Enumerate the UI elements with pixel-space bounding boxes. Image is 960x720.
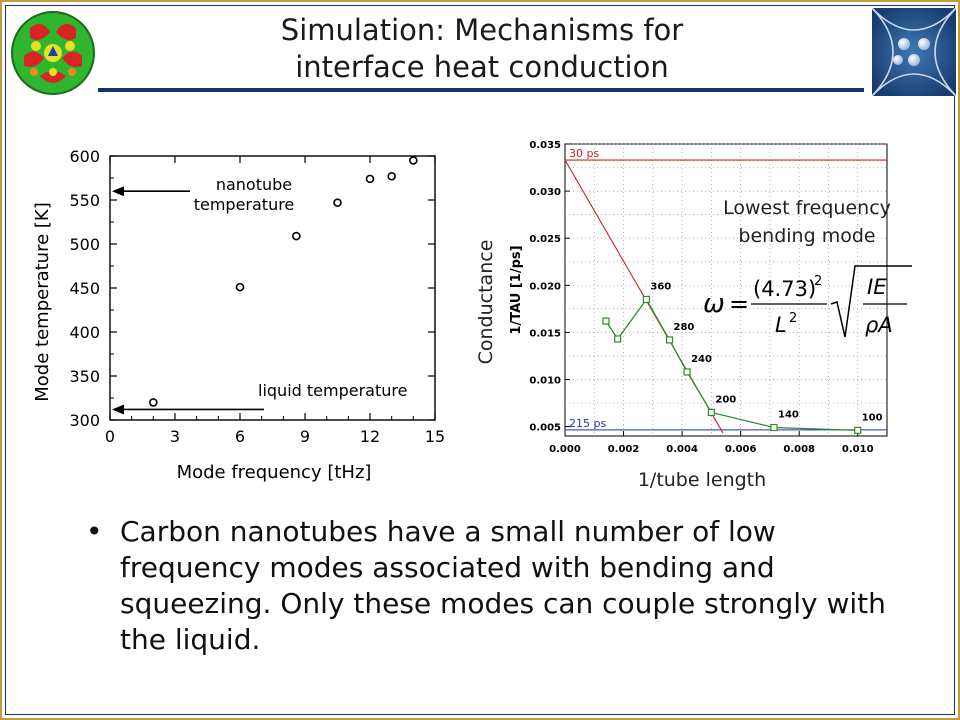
x-tick-label: 6 bbox=[235, 427, 245, 446]
annotation-nanotube: nanotube bbox=[216, 175, 292, 194]
data-label: 200 bbox=[715, 394, 736, 405]
data-point bbox=[683, 368, 691, 376]
x-axis-label: 1/tube length bbox=[638, 469, 766, 491]
svg-text:=: = bbox=[729, 290, 749, 318]
y-tick-label: 0.025 bbox=[529, 234, 561, 245]
svg-text:2: 2 bbox=[814, 274, 822, 289]
data-label: 280 bbox=[674, 322, 695, 333]
data-point bbox=[292, 231, 301, 241]
y-tick-label: 0.005 bbox=[529, 423, 561, 434]
data-point bbox=[387, 171, 396, 181]
y-tick-label: 500 bbox=[69, 235, 100, 254]
data-point bbox=[149, 398, 158, 407]
y-tick-label: 0.020 bbox=[529, 281, 561, 292]
slide-frame bbox=[5, 5, 955, 715]
data-point bbox=[235, 282, 245, 292]
data-points bbox=[149, 156, 418, 407]
bullet-text: Carbon nanotubes have a small number of … bbox=[120, 515, 886, 656]
data-point bbox=[642, 295, 650, 304]
page-title: Simulation: Mechanisms for interface hea… bbox=[152, 12, 812, 86]
outer-y-axis-label: Conductance bbox=[475, 240, 497, 365]
svg-text:IE: IE bbox=[867, 275, 887, 299]
svg-text:(4.73): (4.73) bbox=[753, 277, 816, 301]
bullet-marker: • bbox=[86, 515, 103, 548]
mode-temperature-chart: 0 3 6 9 12 15 300 350 400 450 500 550 600 Mode frequ… bbox=[32, 147, 445, 483]
data-point bbox=[707, 408, 715, 417]
data-point bbox=[614, 335, 622, 343]
title-line-2: interface heat conduction bbox=[295, 50, 669, 84]
data-label: 360 bbox=[650, 281, 671, 292]
conductance-chart: 0.000 0.002 0.004 0.006 0.008 0.010 0.005 0.010… bbox=[475, 140, 912, 491]
title-line-1: Simulation: Mechanisms for bbox=[280, 13, 684, 47]
data-label: 100 bbox=[862, 412, 883, 423]
grid-lines bbox=[565, 143, 887, 436]
y-tick-label: 400 bbox=[69, 323, 100, 342]
annotation-lowest-frequency: Lowest frequency bbox=[723, 197, 891, 219]
data-point bbox=[409, 156, 418, 165]
reference-line-label: 215 ps bbox=[569, 417, 606, 430]
y-tick-label: 0.035 bbox=[529, 140, 561, 151]
data-points: 360 280 240 200 140 100 bbox=[602, 281, 883, 434]
data-point bbox=[770, 423, 778, 432]
data-label: 140 bbox=[778, 410, 799, 421]
x-tick-label: 0.008 bbox=[783, 444, 815, 455]
bullet-item: • Carbon nanotubes have a small number o… bbox=[84, 514, 904, 658]
data-point bbox=[365, 174, 375, 184]
x-tick-label: 9 bbox=[300, 427, 310, 446]
annotation-temperature: temperature bbox=[194, 195, 295, 214]
annotation-bending-mode: bending mode bbox=[738, 225, 875, 247]
x-tick-label: 3 bbox=[170, 427, 180, 446]
y-tick-label: 350 bbox=[69, 367, 100, 386]
y-axis-label: Mode temperature [K] bbox=[32, 202, 53, 401]
x-tick-label: 0.002 bbox=[608, 444, 640, 455]
bullet-list: • Carbon nanotubes have a small number o… bbox=[84, 514, 904, 658]
x-tick-label: 0.010 bbox=[842, 444, 874, 455]
y-tick-label: 600 bbox=[69, 147, 100, 166]
x-axis-label: Mode frequency [tHz] bbox=[177, 462, 372, 483]
reference-line-label: 30 ps bbox=[569, 147, 599, 160]
data-point bbox=[665, 336, 674, 344]
series-line bbox=[605, 298, 858, 431]
y-tick-label: 0.030 bbox=[529, 187, 561, 198]
plot-frame bbox=[564, 143, 888, 437]
x-tick-label: 0 bbox=[105, 427, 115, 446]
svg-text:ρA: ρA bbox=[865, 313, 893, 337]
x-tick-label: 0.006 bbox=[725, 444, 757, 455]
data-point bbox=[602, 317, 610, 325]
svg-text:2: 2 bbox=[789, 311, 797, 326]
y-tick-label: 300 bbox=[69, 411, 100, 430]
x-tick-label: 15 bbox=[425, 427, 445, 446]
spherical-mode-pattern-icon bbox=[11, 11, 95, 95]
y-tick-label: 450 bbox=[69, 279, 100, 298]
data-label: 240 bbox=[691, 354, 712, 365]
liquid-arrowhead bbox=[112, 404, 124, 415]
axis-ticks: 0 3 6 9 12 15 300 350 400 450 500 550 600 bbox=[69, 147, 445, 446]
title-underline bbox=[98, 88, 864, 92]
data-point bbox=[854, 426, 862, 434]
x-tick-label: 0.000 bbox=[549, 444, 581, 455]
axis-ticks: 0.000 0.002 0.004 0.006 0.008 0.010 0.005 0.010… bbox=[529, 140, 873, 455]
x-tick-label: 0.004 bbox=[666, 444, 698, 455]
svg-text:ω: ω bbox=[703, 289, 725, 319]
bending-frequency-formula-image: ω = (4.73) 2 L 2 IE ρA bbox=[703, 265, 912, 338]
y-tick-label: 550 bbox=[69, 191, 100, 210]
y-tick-label: 0.015 bbox=[529, 328, 561, 339]
inner-y-axis-label: 1/TAU [1/ps] bbox=[509, 245, 524, 334]
y-tick-label: 0.010 bbox=[529, 375, 561, 386]
svg-text:L: L bbox=[775, 313, 787, 337]
x-tick-label: 12 bbox=[360, 427, 380, 446]
data-point bbox=[333, 198, 342, 207]
network-nodes-logo-icon bbox=[872, 8, 956, 96]
nanotube-arrowhead bbox=[112, 186, 124, 197]
annotation-liquid-temperature: liquid temperature bbox=[258, 381, 407, 400]
